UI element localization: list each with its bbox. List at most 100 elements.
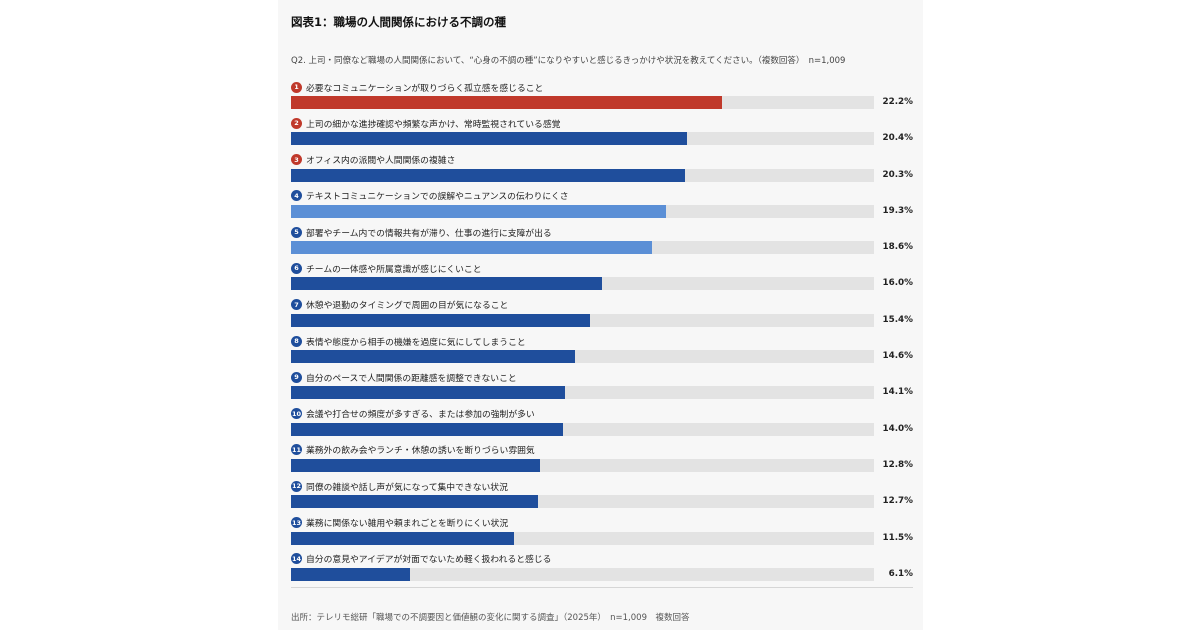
bar-label: 2 上司の細かな進捗確認や頻繁な声かけ、常時監視されている感覚 xyxy=(291,116,560,130)
bar-track xyxy=(291,204,874,218)
rank-badge: 10 xyxy=(291,408,302,420)
bar xyxy=(291,458,540,472)
bar-track xyxy=(291,458,874,472)
category-label: 必要なコミュニケーションが取りづらく孤立感を感じること xyxy=(306,83,544,94)
value-label: 12.8% xyxy=(882,459,913,470)
rank-badge: 1 xyxy=(291,81,302,93)
rank-badge: 9 xyxy=(291,371,302,383)
bar xyxy=(291,386,565,400)
bar-row: 4 テキストコミュニケーションでの誤解やニュアンスの伝わりにくさ 19.3% xyxy=(291,188,913,224)
bar-track xyxy=(291,132,874,146)
bar-row: 11 業務外の飲み会やランチ・休憩の誘いを断りづらい雰囲気 12.8% xyxy=(291,442,913,478)
bar-row: 13 業務に関係ない雑用や頼まれごとを断りにくい状況 11.5% xyxy=(291,515,913,551)
value-label: 6.1% xyxy=(888,568,913,579)
rank-badge: 8 xyxy=(291,335,302,347)
bar-row: 5 部署やチーム内での情報共有が滞り、仕事の進行に支障が出る 18.6% xyxy=(291,224,913,260)
bar-label: 6 チームの一体感や所属意識が感じにくいこと xyxy=(291,261,482,275)
bar-label: 4 テキストコミュニケーションでの誤解やニュアンスの伝わりにくさ xyxy=(291,189,569,203)
category-label: オフィス内の派閥や人間関係の複雑さ xyxy=(306,156,456,167)
bar-track xyxy=(291,422,874,436)
bar-row: 3 オフィス内の派閥や人間関係の複雑さ 20.3% xyxy=(291,152,913,188)
category-label: 自分の意見やアイデアが対面でないため軽く扱われると感じる xyxy=(306,555,552,566)
source-note: 出所：テレリモ総研「職場での不調要因と価値観の変化に関する調査」（2025年） … xyxy=(291,613,690,623)
rank-badge: 7 xyxy=(291,299,302,311)
bar-track xyxy=(291,531,874,545)
value-label: 19.3% xyxy=(882,205,913,216)
bar xyxy=(291,168,686,182)
bar-label: 11 業務外の飲み会やランチ・休憩の誘いを断りづらい雰囲気 xyxy=(291,443,535,457)
bar-label: 10 会議や打合せの頻度が多すぎる、または参加の強制が多い xyxy=(291,407,535,421)
bar-row: 6 チームの一体感や所属意識が感じにくいこと 16.0% xyxy=(291,260,913,296)
bar xyxy=(291,241,653,255)
footer-divider xyxy=(291,587,913,588)
rank-badge: 2 xyxy=(291,117,302,129)
rank-badge: 14 xyxy=(291,553,302,565)
bar-rows: 1 必要なコミュニケーションが取りづらく孤立感を感じること 22.2% 2 上司の細かな… xyxy=(291,79,913,587)
bar xyxy=(291,313,591,327)
bar-track xyxy=(291,277,874,291)
value-label: 20.4% xyxy=(882,133,913,144)
value-label: 18.6% xyxy=(882,242,913,253)
bar-label: 12 同僚の雑談や話し声が気になって集中できない状況 xyxy=(291,479,508,493)
bar xyxy=(291,96,723,109)
bar-track xyxy=(291,567,874,581)
chart-title: 図表1：職場の人間関係における不調の種 xyxy=(291,15,506,29)
category-label: チームの一体感や所属意識が感じにくいこと xyxy=(306,264,482,275)
bar-track xyxy=(291,168,874,182)
value-label: 11.5% xyxy=(882,532,913,543)
bar-row: 1 必要なコミュニケーションが取りづらく孤立感を感じること 22.2% xyxy=(291,79,913,115)
bar-label: 1 必要なコミュニケーションが取りづらく孤立感を感じること xyxy=(291,80,543,94)
bar-row: 7 休憩や退勤のタイミングで周囲の目が気になること 15.4% xyxy=(291,297,913,333)
category-label: 上司の細かな進捗確認や頻繁な声かけ、常時監視されている感覚 xyxy=(306,119,561,130)
category-label: 部署やチーム内での情報共有が滞り、仕事の進行に支障が出る xyxy=(306,228,552,239)
bar-label: 5 部署やチーム内での情報共有が滞り、仕事の進行に支障が出る xyxy=(291,225,552,239)
bar-track xyxy=(291,386,874,400)
rank-badge: 12 xyxy=(291,480,302,492)
bar-row: 12 同僚の雑談や話し声が気になって集中できない状況 12.7% xyxy=(291,478,913,514)
value-label: 14.6% xyxy=(882,351,913,362)
bar-row: 9 自分のペースで人間関係の距離感を調整できないこと 14.1% xyxy=(291,369,913,405)
bar-track xyxy=(291,495,874,509)
bar-label: 14 自分の意見やアイデアが対面でないため軽く扱われると感じる xyxy=(291,552,551,566)
chart-subtitle: Q2. 上司・同僚など職場の人間関係において、“心身の不調の種”になりやすいと感… xyxy=(291,56,846,66)
bar-track xyxy=(291,96,874,109)
bar xyxy=(291,567,410,581)
rank-badge: 13 xyxy=(291,517,302,529)
chart-panel: 図表1：職場の人間関係における不調の種 Q2. 上司・同僚など職場の人間関係にお… xyxy=(278,0,923,630)
bar xyxy=(291,350,575,364)
value-label: 22.2% xyxy=(882,97,913,107)
rank-badge: 3 xyxy=(291,154,302,166)
bar-track xyxy=(291,241,874,255)
bar-label: 3 オフィス内の派閥や人間関係の複雑さ xyxy=(291,153,455,167)
bar-row: 14 自分の意見やアイデアが対面でないため軽く扱われると感じる 6.1% xyxy=(291,551,913,587)
value-label: 14.0% xyxy=(882,423,913,434)
value-label: 15.4% xyxy=(882,314,913,325)
category-label: 休憩や退勤のタイミングで周囲の目が気になること xyxy=(306,301,509,312)
rank-badge: 5 xyxy=(291,226,302,238)
bar-label: 8 表情や態度から相手の機嫌を過度に気にしてしまうこと xyxy=(291,334,526,348)
category-label: 業務外の飲み会やランチ・休憩の誘いを断りづらい雰囲気 xyxy=(306,446,535,457)
category-label: 会議や打合せの頻度が多すぎる、または参加の強制が多い xyxy=(306,410,535,421)
bar-row: 2 上司の細かな進捗確認や頻繁な声かけ、常時監視されている感覚 20.4% xyxy=(291,115,913,151)
bar xyxy=(291,132,688,146)
rank-badge: 4 xyxy=(291,190,302,202)
bar-row: 8 表情や態度から相手の機嫌を過度に気にしてしまうこと 14.6% xyxy=(291,333,913,369)
category-label: テキストコミュニケーションでの誤解やニュアンスの伝わりにくさ xyxy=(306,192,569,203)
bar-row: 10 会議や打合せの頻度が多すぎる、または参加の強制が多い 14.0% xyxy=(291,406,913,442)
category-label: 表情や態度から相手の機嫌を過度に気にしてしまうこと xyxy=(306,337,526,348)
rank-badge: 11 xyxy=(291,444,302,456)
bar xyxy=(291,495,538,509)
value-label: 20.3% xyxy=(882,169,913,180)
category-label: 同僚の雑談や話し声が気になって集中できない状況 xyxy=(306,482,508,493)
value-label: 14.1% xyxy=(882,387,913,398)
value-label: 12.7% xyxy=(882,496,913,507)
rank-badge: 6 xyxy=(291,262,302,274)
bar-label: 7 休憩や退勤のタイミングで周囲の目が気になること xyxy=(291,298,508,312)
category-label: 業務に関係ない雑用や頼まれごとを断りにくい状況 xyxy=(306,519,509,530)
bar-track xyxy=(291,313,874,327)
bar xyxy=(291,277,602,291)
bar xyxy=(291,422,564,436)
value-label: 16.0% xyxy=(882,278,913,289)
bar xyxy=(291,531,515,545)
bar xyxy=(291,204,667,218)
